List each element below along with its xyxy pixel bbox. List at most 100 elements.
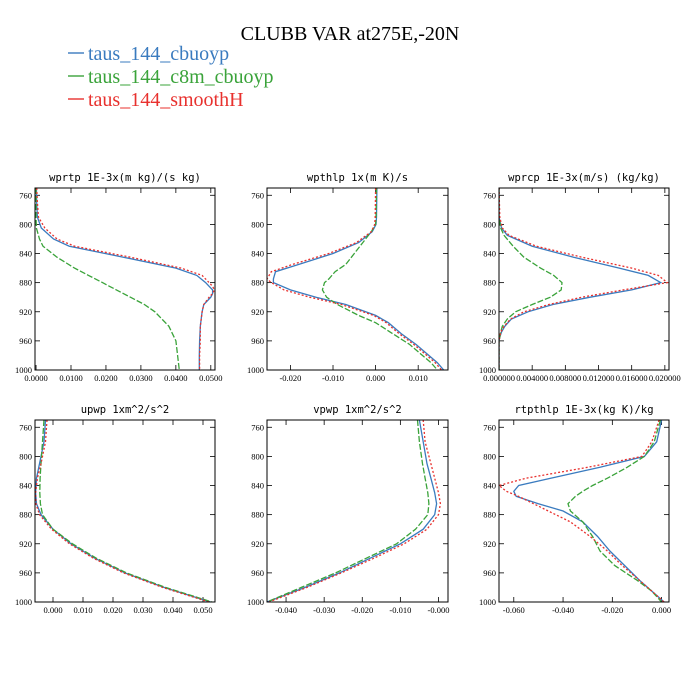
legend-item-3: taus_144_smoothH bbox=[68, 89, 244, 111]
y-tick-label: 920 bbox=[483, 307, 496, 317]
y-tick-label: 840 bbox=[19, 249, 32, 259]
x-tick-label: 0.012000 bbox=[583, 373, 615, 383]
x-tick-label: 0.010 bbox=[409, 373, 428, 383]
series-line-taus_144_c8m_cbuoyp bbox=[35, 188, 180, 370]
legend-label-3: taus_144_smoothH bbox=[88, 89, 244, 111]
y-tick-label: 1000 bbox=[479, 597, 496, 607]
panels: wprtp 1E-3x(m kg)/(s kg) 760 800 840 880 920 9… bbox=[15, 172, 681, 615]
y-tick-label: 760 bbox=[483, 422, 496, 432]
y-tick-label: 1000 bbox=[15, 597, 32, 607]
x-tick-label: 0.0200 bbox=[94, 373, 117, 383]
panel-title: rtpthlp 1E-3x(kg K)/kg bbox=[514, 404, 653, 416]
series-line-taus_144_cbuoyp bbox=[513, 420, 665, 602]
y-tick-label: 960 bbox=[251, 568, 264, 578]
panel-3: wprcp 1E-3x(m/s) (kg/kg) 760 800 840 880 920 9… bbox=[479, 172, 681, 383]
y-tick-label: 880 bbox=[251, 278, 264, 288]
x-tick-label: -0.030 bbox=[313, 605, 335, 615]
panel-title: vpwp 1xm^2/s^2 bbox=[313, 404, 402, 416]
y-tick-label: 760 bbox=[19, 422, 32, 432]
series-line-taus_144_c8m_cbuoyp bbox=[39, 420, 213, 602]
x-tick-label: 0.016000 bbox=[616, 373, 648, 383]
y-tick-label: 840 bbox=[483, 481, 496, 491]
plot-frame bbox=[34, 187, 216, 371]
x-tick-label: 0.050 bbox=[193, 605, 212, 615]
series-line-taus_144_cbuoyp bbox=[35, 188, 214, 370]
plot-frame bbox=[266, 187, 449, 371]
y-tick-label: 800 bbox=[19, 451, 32, 461]
y-tick-label: 920 bbox=[19, 307, 32, 317]
y-tick-label: 760 bbox=[19, 190, 32, 200]
x-tick-label: -0.010 bbox=[389, 605, 411, 615]
x-tick-label: 0.000 bbox=[652, 605, 671, 615]
y-tick-label: 880 bbox=[251, 510, 264, 520]
panel-title: wpthlp 1x(m K)/s bbox=[307, 172, 408, 184]
y-tick-label: 880 bbox=[483, 510, 496, 520]
legend-item-2: taus_144_c8m_cbuoyp bbox=[68, 66, 274, 88]
x-tick-label: 0.0000 bbox=[24, 373, 47, 383]
y-tick-label: 920 bbox=[19, 539, 32, 549]
y-tick-label: 800 bbox=[483, 219, 496, 229]
series-line-taus_144_cbuoyp bbox=[267, 420, 438, 602]
y-tick-label: 920 bbox=[483, 539, 496, 549]
y-tick-label: 760 bbox=[483, 190, 496, 200]
panel-5: vpwp 1xm^2/s^2 760 800 840 880 920 960 1000 -0.0… bbox=[247, 404, 449, 615]
legend: taus_144_cbuoyp taus_144_c8m_cbuoyp taus… bbox=[68, 43, 274, 111]
series-line-taus_144_smoothH bbox=[267, 188, 443, 370]
series-line-taus_144_c8m_cbuoyp bbox=[321, 188, 438, 370]
x-tick-label: 0.020 bbox=[103, 605, 122, 615]
y-tick-label: 1000 bbox=[479, 365, 496, 375]
y-tick-label: 1000 bbox=[247, 365, 264, 375]
x-tick-label: 0.000 bbox=[366, 373, 385, 383]
x-tick-label: 0.000 bbox=[43, 605, 62, 615]
figure-title: CLUBB VAR at275E,-20N bbox=[241, 23, 460, 45]
y-tick-label: 800 bbox=[19, 219, 32, 229]
y-tick-label: 880 bbox=[19, 510, 32, 520]
legend-label-2: taus_144_c8m_cbuoyp bbox=[88, 66, 274, 88]
y-tick-label: 920 bbox=[251, 307, 264, 317]
panel-4: upwp 1xm^2/s^2 760 800 840 880 920 960 1000 0.00… bbox=[15, 404, 216, 615]
y-tick-label: 960 bbox=[483, 568, 496, 578]
x-tick-label: 0.0400 bbox=[164, 373, 187, 383]
y-tick-label: 800 bbox=[251, 219, 264, 229]
x-tick-label: -0.060 bbox=[503, 605, 525, 615]
series-line-taus_144_cbuoyp bbox=[272, 188, 445, 370]
x-tick-label: -0.040 bbox=[552, 605, 574, 615]
series-line-taus_144_c8m_cbuoyp bbox=[499, 188, 563, 370]
plot-frame bbox=[266, 419, 449, 603]
series-line-taus_144_c8m_cbuoyp bbox=[267, 420, 430, 602]
x-tick-label: -0.020 bbox=[601, 605, 623, 615]
x-tick-label: 0.0300 bbox=[129, 373, 152, 383]
series-line-taus_144_smoothH bbox=[268, 420, 442, 602]
y-tick-label: 840 bbox=[483, 249, 496, 259]
y-tick-label: 960 bbox=[19, 336, 32, 346]
y-tick-label: 840 bbox=[251, 249, 264, 259]
x-tick-label: 0.004000 bbox=[516, 373, 548, 383]
series-line-taus_144_smoothH bbox=[35, 420, 210, 602]
panel-1: wprtp 1E-3x(m kg)/(s kg) 760 800 840 880 920 9… bbox=[15, 172, 222, 383]
plot-frame bbox=[34, 419, 216, 603]
x-tick-label: -0.010 bbox=[322, 373, 344, 383]
panel-2: wpthlp 1x(m K)/s 760 800 840 880 920 960 1000 -0… bbox=[247, 172, 449, 383]
x-tick-label: 0.020000 bbox=[649, 373, 681, 383]
y-tick-label: 960 bbox=[19, 568, 32, 578]
x-tick-label: 0.0500 bbox=[199, 373, 222, 383]
series-line-taus_144_cbuoyp bbox=[35, 420, 211, 602]
panel-6: rtpthlp 1E-3x(kg K)/kg 760 800 840 880 920 960… bbox=[479, 404, 671, 615]
y-tick-label: 840 bbox=[19, 481, 32, 491]
x-tick-label: -0.040 bbox=[275, 605, 297, 615]
x-tick-label: 0.040 bbox=[163, 605, 182, 615]
x-tick-label: 0.000000 bbox=[483, 373, 515, 383]
legend-item-1: taus_144_cbuoyp bbox=[68, 43, 229, 65]
x-tick-label: 0.010 bbox=[73, 605, 92, 615]
x-tick-label: -0.020 bbox=[351, 605, 373, 615]
y-tick-label: 960 bbox=[251, 336, 264, 346]
panel-title: wprtp 1E-3x(m kg)/(s kg) bbox=[49, 172, 201, 184]
series-line-taus_144_cbuoyp bbox=[499, 188, 663, 370]
series-line-taus_144_smoothH bbox=[36, 188, 215, 370]
x-tick-label: 0.0100 bbox=[59, 373, 82, 383]
plot-frame bbox=[498, 187, 670, 371]
plot-frame bbox=[498, 419, 670, 603]
y-tick-label: 960 bbox=[483, 336, 496, 346]
y-tick-label: 800 bbox=[251, 451, 264, 461]
